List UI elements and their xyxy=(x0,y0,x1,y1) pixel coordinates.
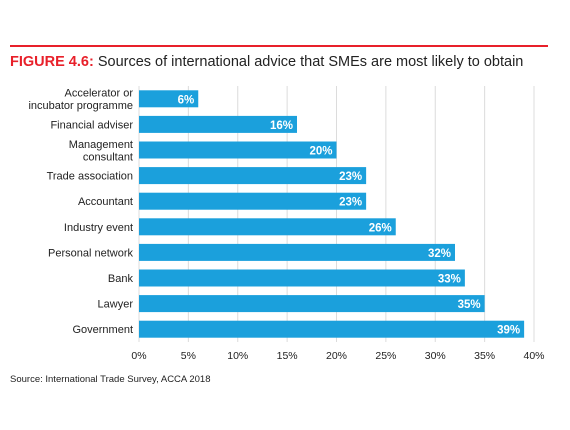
category-label: Trade association xyxy=(47,171,133,183)
bar-value-label: 35% xyxy=(458,299,481,311)
category-label: Government xyxy=(72,324,133,336)
bar-value-label: 6% xyxy=(178,94,195,106)
x-tick-label: 25% xyxy=(375,350,396,362)
x-tick-label: 15% xyxy=(277,350,298,362)
category-label: Management xyxy=(69,139,133,151)
figure-title: FIGURE 4.6: Sources of international adv… xyxy=(10,54,523,70)
x-tick-label: 40% xyxy=(523,350,544,362)
bar xyxy=(139,243,455,261)
category-label: consultant xyxy=(83,151,133,163)
bar xyxy=(139,141,337,159)
category-label: incubator programme xyxy=(28,100,133,112)
title-rule xyxy=(10,45,548,47)
category-label: Lawyer xyxy=(98,299,134,311)
bar xyxy=(139,115,297,133)
x-tick-label: 10% xyxy=(227,350,248,362)
bar-value-label: 32% xyxy=(428,248,451,260)
bar xyxy=(139,90,199,108)
figure-label: FIGURE 4.6: xyxy=(10,54,94,70)
category-label: Accountant xyxy=(78,196,133,208)
category-label: Bank xyxy=(108,273,134,285)
bar-value-label: 39% xyxy=(497,325,520,337)
bar-value-label: 23% xyxy=(339,197,362,209)
x-tick-label: 5% xyxy=(181,350,196,362)
bar xyxy=(139,269,465,287)
bar-value-label: 23% xyxy=(339,171,362,183)
x-tick-label: 30% xyxy=(425,350,446,362)
category-label: Industry event xyxy=(64,222,133,234)
bar-value-label: 16% xyxy=(270,120,293,132)
bar xyxy=(139,320,525,338)
source-note: Source: International Trade Survey, ACCA… xyxy=(10,374,211,385)
category-label: Personal network xyxy=(48,247,133,259)
category-label: Financial adviser xyxy=(50,119,133,131)
bar xyxy=(139,167,367,185)
bar-value-label: 33% xyxy=(438,274,461,286)
figure-title-text: Sources of international advice that SME… xyxy=(97,54,524,70)
x-tick-label: 0% xyxy=(131,350,146,362)
bar xyxy=(139,192,367,210)
bar xyxy=(139,295,485,313)
bar-value-label: 20% xyxy=(309,146,332,158)
bar-value-label: 26% xyxy=(369,222,392,234)
bar xyxy=(139,218,396,236)
category-label: Accelerator or xyxy=(65,88,134,100)
x-tick-label: 20% xyxy=(326,350,347,362)
x-tick-label: 35% xyxy=(474,350,495,362)
